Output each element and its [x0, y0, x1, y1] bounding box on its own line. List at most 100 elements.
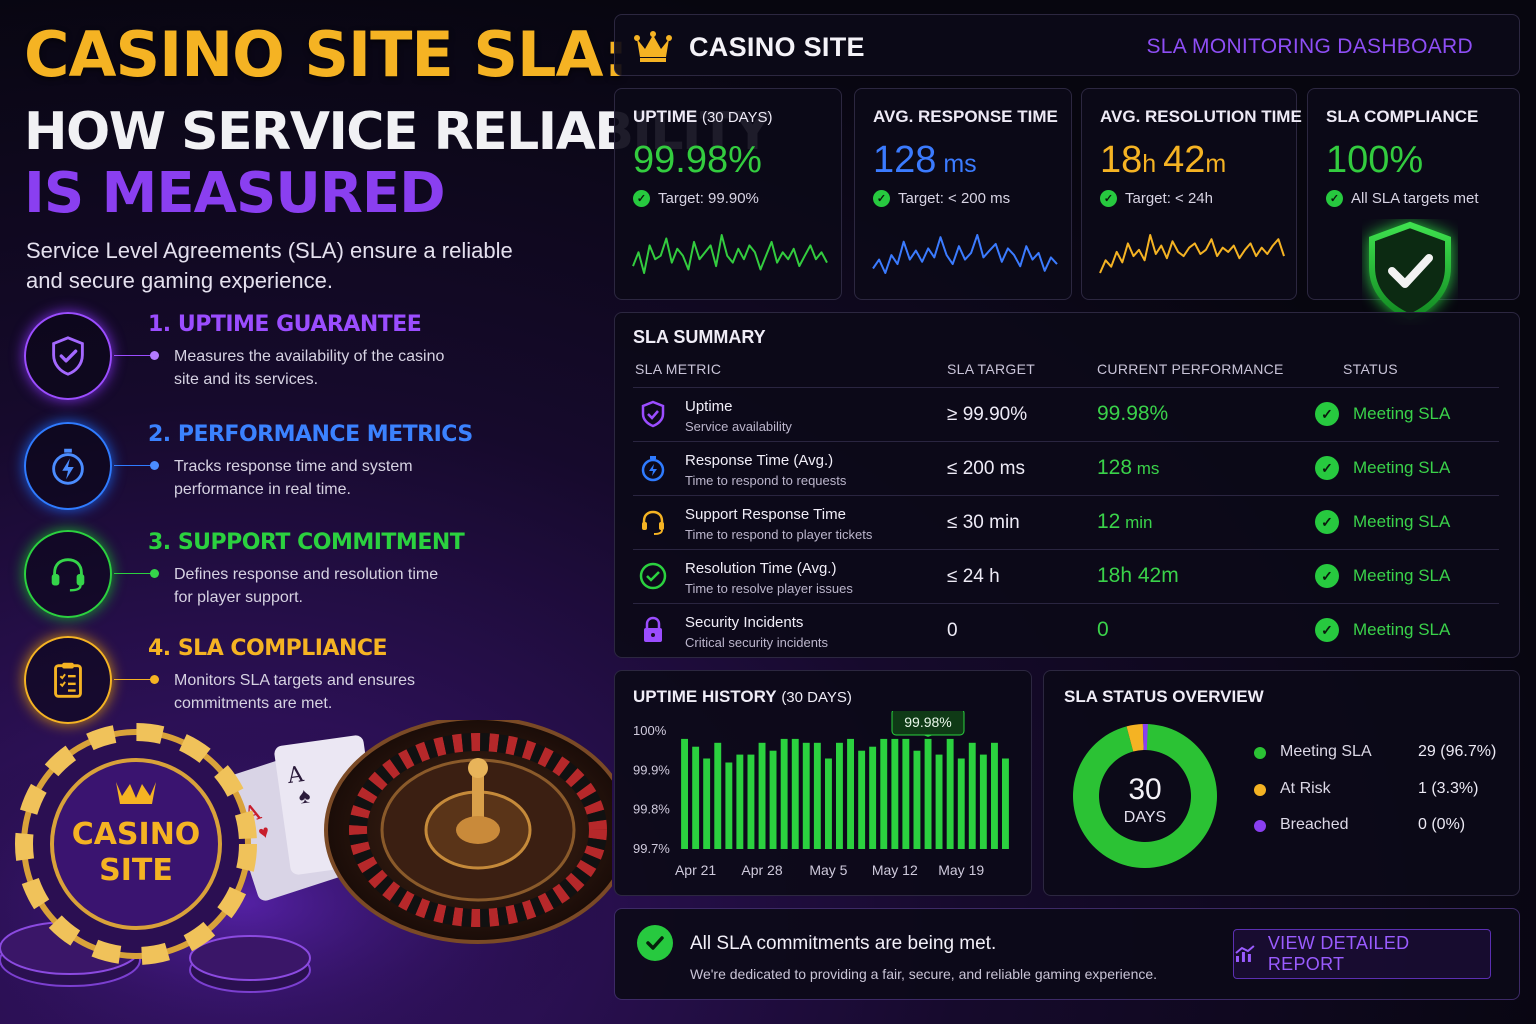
uptime-bar	[681, 738, 688, 849]
check-circle-icon	[637, 925, 673, 961]
check-icon: ✓	[1315, 456, 1339, 480]
status-footer: All SLA commitments are being met. We're…	[614, 908, 1520, 1000]
kpi-value: 99.98%	[633, 139, 762, 181]
kpi-target: ✓ Target: 99.90%	[633, 190, 759, 207]
donut-slice-at-risk	[1126, 724, 1144, 752]
shield-check-icon	[637, 398, 669, 430]
casino-artwork: A ♥ A ♠ CASINO	[0, 720, 612, 1024]
feature-description: Measures the availability of the casino …	[174, 348, 445, 388]
check-icon: ✓	[1315, 402, 1339, 426]
y-tick-label: 99.7%	[633, 841, 670, 856]
metric-name: Response Time (Avg.)	[685, 452, 834, 469]
donut-center-value: 30	[1128, 773, 1162, 806]
metric-description: Service availability	[685, 419, 792, 434]
uptime-bar	[957, 758, 965, 849]
stopwatch-lightning-icon	[24, 422, 112, 510]
feature-support-commitment: 3. SUPPORT COMMITMENT Defines response a…	[24, 530, 584, 630]
check-circle-icon	[637, 560, 669, 592]
section-title: SLA STATUS OVERVIEW	[1064, 687, 1264, 706]
section-title: UPTIME HISTORY (30 DAYS)	[633, 687, 852, 706]
uptime-sparkline	[632, 234, 828, 274]
column-header: STATUS	[1343, 361, 1398, 377]
uptime-bar	[991, 742, 998, 849]
uptime-bar-chart: 100% 99.9% 99.8% 99.7% Apr 21 Apr 28 May 5 May …	[633, 711, 1009, 878]
legend-item-at-risk: At Risk 1 (3.3%)	[1252, 778, 1502, 800]
stopwatch-icon	[637, 452, 669, 484]
uptime-bar	[880, 738, 888, 849]
uptime-bar	[825, 758, 832, 849]
hero-title-line1: CASINO SITE SLA:	[24, 18, 628, 91]
callout-pointer	[923, 735, 933, 737]
check-icon: ✓	[1326, 190, 1343, 207]
hero-subtitle: Service Level Agreements (SLA) ensure a …	[26, 238, 513, 293]
legend-item-meeting-sla: Meeting SLA 29 (96.7%)	[1252, 741, 1502, 763]
feature-title: 1. UPTIME GUARANTEE	[148, 312, 422, 337]
uptime-bar	[935, 754, 943, 849]
metric-performance: 128 ms	[1097, 456, 1160, 479]
section-title: SLA SUMMARY	[633, 327, 766, 347]
response-sparkline	[872, 234, 1058, 274]
roulette-wheel	[324, 720, 612, 944]
metric-target: ≤ 200 ms	[947, 458, 1026, 479]
sla-summary-panel: SLA SUMMARY SLA METRIC SLA TARGET CURREN…	[614, 312, 1520, 658]
table-row: Response Time (Avg.) Time to respond to …	[633, 441, 1499, 495]
status-badge: ✓ Meeting SLA	[1315, 564, 1450, 588]
footer-message: All SLA commitments are being met.	[690, 933, 997, 954]
chip-label-line2: SITE	[99, 853, 173, 888]
kpi-title: UPTIME (30 DAYS)	[633, 107, 773, 126]
check-icon: ✓	[1100, 190, 1117, 207]
feature-description: Defines response and resolution time for…	[174, 566, 439, 606]
status-badge: ✓ Meeting SLA	[1315, 618, 1450, 642]
hero-title-line3: IS MEASURED	[24, 161, 446, 226]
uptime-bar	[780, 738, 788, 849]
donut-slice-meeting-sla	[1073, 724, 1217, 868]
feature-title: 3. SUPPORT COMMITMENT	[148, 530, 465, 555]
metric-target: ≤ 24 h	[947, 566, 1000, 587]
metric-performance: 99.98%	[1097, 402, 1169, 425]
feature-uptime-guarantee: 1. UPTIME GUARANTEE Measures the availab…	[24, 312, 584, 412]
metric-performance: 0	[1097, 618, 1109, 641]
metric-target: 0	[947, 620, 958, 641]
kpi-avg-response-time: AVG. RESPONSE TIME 128 ms ✓ Target: < 200…	[854, 88, 1072, 300]
kpi-value: 100%	[1326, 139, 1424, 181]
chart-icon	[1235, 945, 1255, 962]
headset-icon	[637, 506, 669, 538]
y-tick-label: 100%	[633, 723, 667, 738]
view-detailed-report-button[interactable]: VIEW DETAILED REPORT	[1233, 929, 1491, 979]
uptime-bar	[736, 754, 744, 849]
donut-hole	[1100, 751, 1190, 841]
metric-target: ≤ 30 min	[947, 512, 1020, 533]
uptime-bar	[758, 742, 766, 849]
kpi-title: AVG. RESOLUTION TIME	[1100, 107, 1302, 126]
column-header: SLA TARGET	[947, 361, 1036, 377]
chip-label-line1: CASINO	[72, 817, 201, 852]
feature-description: Monitors SLA targets and ensures commitm…	[174, 672, 416, 712]
headset-icon	[24, 530, 112, 618]
metric-description: Critical security incidents	[685, 635, 829, 650]
uptime-bar	[747, 754, 755, 849]
svg-text:♠: ♠	[297, 782, 312, 808]
uptime-bar	[813, 742, 821, 849]
x-tick-label: May 5	[809, 862, 847, 878]
callout-label: 99.98%	[904, 714, 951, 730]
column-header: SLA METRIC	[635, 361, 722, 377]
sparkline-path	[1099, 234, 1285, 274]
status-badge: ✓ Meeting SLA	[1315, 510, 1450, 534]
table-row: Resolution Time (Avg.) Time to resolve p…	[633, 549, 1499, 603]
uptime-bar	[847, 738, 854, 849]
site-title: CASINO SITE	[689, 32, 865, 62]
check-icon: ✓	[1315, 618, 1339, 642]
kpi-title: SLA COMPLIANCE	[1326, 107, 1479, 126]
table-row: Uptime Service availability ≥ 99.90% 99.…	[633, 387, 1499, 441]
metric-name: Resolution Time (Avg.)	[685, 560, 837, 577]
metric-performance: 12 min	[1097, 510, 1153, 533]
sparkline-path	[872, 234, 1058, 274]
x-tick-label: May 12	[872, 862, 918, 878]
uptime-bar	[836, 742, 843, 849]
status-badge: ✓ Meeting SLA	[1315, 402, 1450, 426]
feature-sla-compliance: 4. SLA COMPLIANCE Monitors SLA targets a…	[24, 636, 584, 736]
metric-performance: 18h 42m	[1097, 564, 1179, 587]
kpi-sla-compliance: SLA COMPLIANCE 100% ✓ All SLA targets met	[1307, 88, 1520, 321]
kpi-target: ✓ All SLA targets met	[1326, 190, 1479, 207]
uptime-bar	[791, 738, 799, 849]
